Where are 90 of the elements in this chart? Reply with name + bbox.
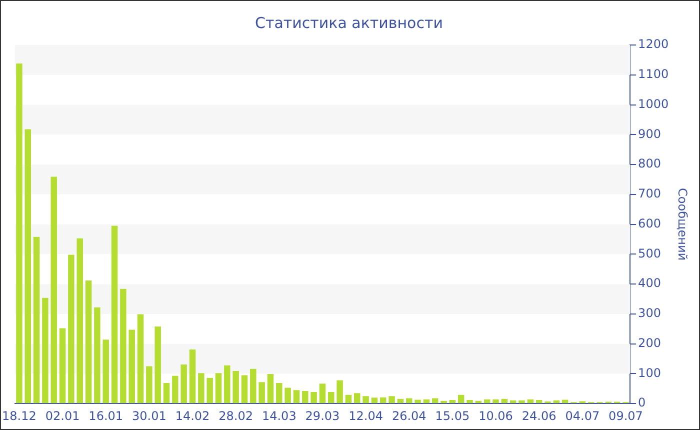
bar (172, 376, 178, 404)
bar (293, 390, 300, 404)
bar (154, 326, 161, 404)
x-tick-label: 18.12 (2, 408, 36, 423)
x-tick-label: 14.02 (175, 408, 210, 423)
y-tick-label: 1000 (638, 96, 669, 111)
bar (189, 350, 196, 404)
x-tick-label: 15.05 (435, 408, 470, 423)
bar (328, 392, 334, 404)
y-tick-label: 200 (638, 336, 661, 350)
bar (310, 392, 317, 404)
bar (258, 382, 265, 404)
y-axis-title: Сообщений (676, 188, 690, 261)
bar (180, 364, 187, 404)
bar (466, 400, 473, 404)
bar (536, 400, 542, 404)
x-tick-label: 30.01 (132, 408, 166, 423)
bar (111, 226, 118, 404)
bar (284, 388, 291, 404)
bar (59, 328, 66, 404)
bar (302, 391, 308, 404)
bar (24, 129, 31, 404)
bar (362, 396, 369, 404)
bar (50, 176, 57, 404)
x-tick-label: 02.01 (45, 408, 80, 423)
bar (76, 238, 83, 404)
bar (414, 400, 421, 404)
bar (250, 368, 256, 404)
bar (518, 400, 525, 404)
bar (336, 380, 343, 404)
bar (42, 298, 48, 404)
x-tick-label: 14.03 (262, 408, 296, 423)
x-tick-label: 09.07 (608, 408, 643, 423)
x-tick-label: 04.07 (565, 408, 600, 423)
x-tick-label: 29.03 (305, 408, 340, 423)
bar (423, 399, 430, 404)
bar (198, 373, 204, 404)
bar (206, 378, 213, 404)
bar (458, 394, 464, 404)
bar (371, 398, 378, 404)
y-tick-label: 1100 (638, 67, 669, 82)
bar (527, 399, 534, 404)
bar (224, 365, 230, 404)
bar (406, 398, 412, 404)
bar (16, 64, 22, 404)
bar (163, 382, 170, 404)
bar (484, 399, 490, 404)
x-tick-label: 10.06 (478, 408, 513, 423)
bar (267, 374, 274, 404)
bar (354, 393, 360, 404)
bar (146, 366, 152, 404)
bar (85, 280, 92, 404)
bar (128, 330, 135, 404)
x-tick-label: 16.01 (88, 408, 124, 423)
bar (68, 254, 74, 404)
bar (501, 398, 508, 404)
bar (432, 398, 438, 404)
bar (241, 375, 248, 404)
y-tick-label: 700 (638, 186, 661, 201)
bar (345, 394, 352, 404)
chart-title: Статистика активности (255, 14, 443, 32)
bar (120, 288, 126, 404)
x-tick-label: 28.02 (218, 408, 253, 423)
bar (215, 373, 222, 404)
y-tick-label: 1200 (638, 37, 669, 52)
bar (232, 371, 239, 404)
y-tick-label: 0 (638, 396, 646, 410)
bar (397, 398, 404, 404)
y-tick-label: 600 (638, 216, 661, 230)
y-tick-label: 300 (638, 306, 661, 320)
y-tick-label: 400 (638, 276, 661, 290)
bar (380, 397, 386, 404)
x-tick-label: 12.04 (348, 408, 383, 423)
bar (102, 340, 109, 404)
y-tick-label: 800 (638, 156, 661, 171)
bar (440, 400, 447, 404)
bar (388, 396, 395, 404)
bar (137, 314, 144, 404)
x-tick-label: 26.04 (392, 408, 426, 423)
x-tick-label: 24.06 (522, 408, 556, 423)
bar (449, 400, 456, 404)
bar (492, 399, 499, 404)
bar (319, 384, 326, 404)
bar (94, 307, 100, 404)
y-tick-label: 500 (638, 246, 661, 260)
y-tick-label: 100 (638, 366, 661, 380)
y-tick-label: 900 (638, 126, 661, 141)
bar (33, 236, 40, 404)
bar (562, 400, 568, 404)
bar (276, 382, 282, 404)
